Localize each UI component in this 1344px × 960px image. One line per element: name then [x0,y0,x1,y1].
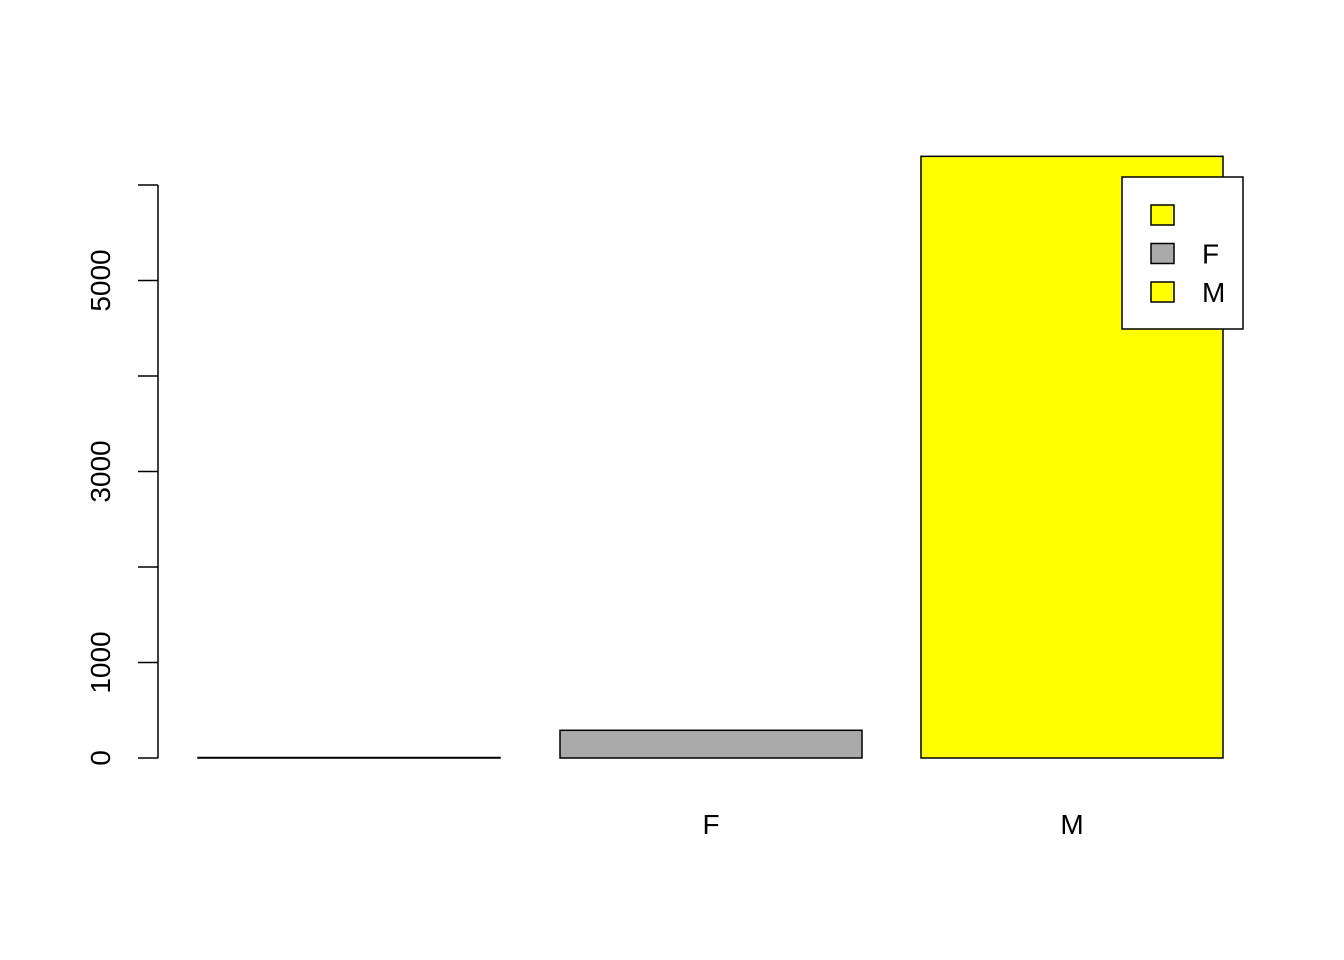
y-tick-label: 0 [85,750,116,766]
legend-swatch [1150,242,1175,265]
x-tick-label: F [702,809,719,840]
y-tick-label: 3000 [85,440,116,502]
legend-label: F [1202,239,1219,270]
x-tick-label: M [1060,809,1083,840]
y-axis: 0 1000 3000 5000 [85,184,159,766]
y-tick-label: 5000 [85,249,116,311]
legend: FM [1121,176,1244,330]
legend-box [1121,176,1244,330]
legend-swatch [1150,204,1175,226]
bars [197,155,1224,759]
y-tick-label: 1000 [85,631,116,693]
bar [197,756,501,759]
bar [559,729,863,759]
legend-swatch [1150,281,1175,303]
legend-label: M [1202,277,1225,308]
